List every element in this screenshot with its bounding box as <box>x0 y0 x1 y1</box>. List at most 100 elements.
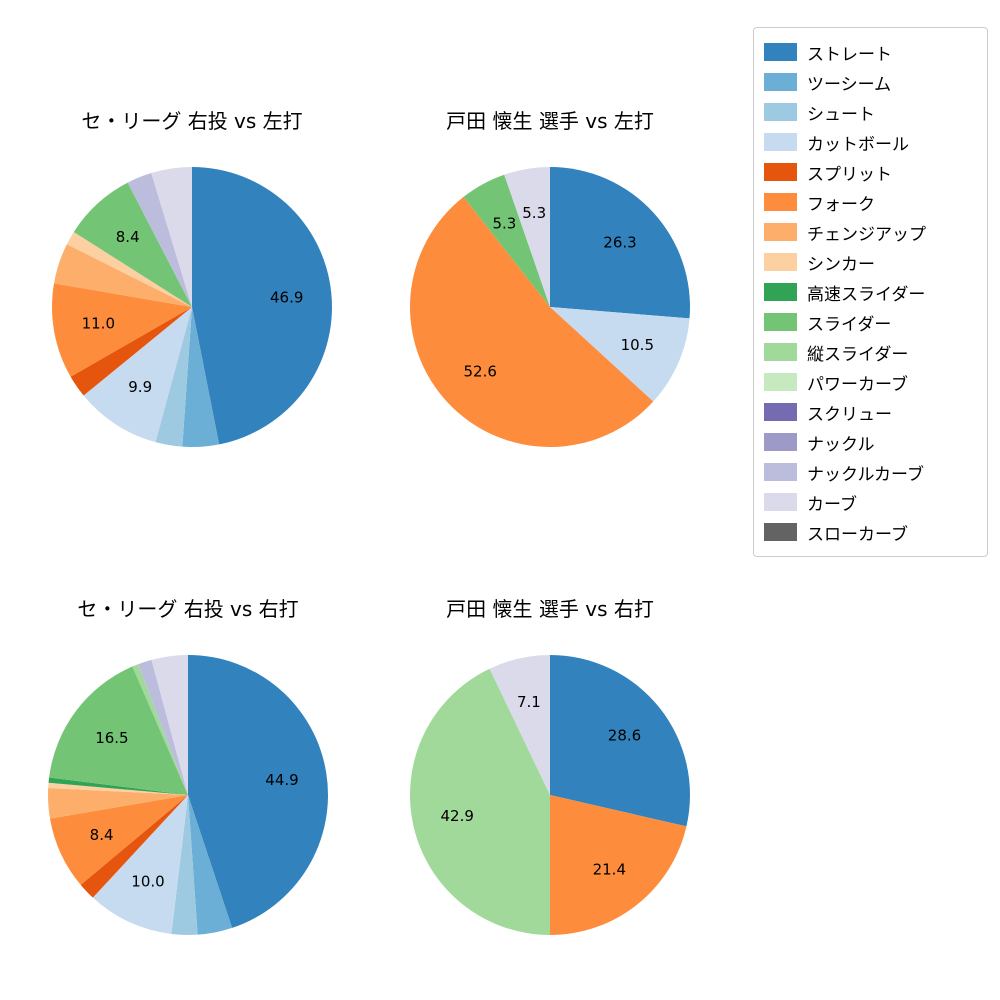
legend-label: ナックル <box>807 434 875 455</box>
legend-label: スローカーブ <box>807 524 908 545</box>
slice-value-label: 44.9 <box>265 771 298 789</box>
legend-label: フォーク <box>807 194 875 215</box>
legend-swatch-icon <box>764 463 797 481</box>
slice-value-label: 9.9 <box>128 378 152 396</box>
legend-label: カットボール <box>807 134 909 155</box>
pie-slice-チェンジアップ <box>48 787 189 819</box>
legend-swatch-icon <box>764 403 797 421</box>
slice-value-label: 8.4 <box>90 826 114 844</box>
pie-slice-チェンジアップ <box>54 244 192 307</box>
pie-slice-シュート <box>155 307 192 447</box>
legend-swatch-icon <box>764 103 797 121</box>
legend-swatch-icon <box>764 523 797 541</box>
legend-item: ツーシーム <box>764 67 977 97</box>
legend-swatch-icon <box>764 493 797 511</box>
slice-value-label: 21.4 <box>593 861 626 879</box>
legend-item: 高速スライダー <box>764 277 977 307</box>
legend-item: カーブ <box>764 487 977 517</box>
pie-slice-フォーク <box>410 196 654 447</box>
legend-swatch-icon <box>764 163 797 181</box>
legend-label: チェンジアップ <box>807 224 926 245</box>
pie-slice-カーブ <box>504 167 550 307</box>
pie-slice-スライダー <box>463 174 550 307</box>
pie-slice-ストレート <box>188 655 328 928</box>
legend-item: シンカー <box>764 247 977 277</box>
pie-slice-ストレート <box>550 655 690 827</box>
pie-slice-ストレート <box>550 167 690 319</box>
pie-slice-スライダー <box>49 666 188 795</box>
chart-title-league-vs-left: セ・リーグ 右投 vs 左打 <box>81 109 303 133</box>
legend-item: ナックルカーブ <box>764 457 977 487</box>
slice-value-label: 7.1 <box>517 693 541 711</box>
pie-player-vs-right: 28.6 21.4 42.9 7.1 <box>410 655 690 935</box>
legend-item: スプリット <box>764 157 977 187</box>
legend-label: 高速スライダー <box>807 284 926 305</box>
legend-swatch-icon <box>764 253 797 271</box>
slice-value-label: 10.5 <box>621 336 654 354</box>
slice-value-label: 42.9 <box>440 807 473 825</box>
slice-value-label: 46.9 <box>270 289 303 307</box>
legend-item: カットボール <box>764 127 977 157</box>
pie-slice-フォーク <box>550 795 687 935</box>
slice-value-label: 11.0 <box>82 315 115 333</box>
pie-slice-スライダー <box>73 182 192 307</box>
legend-swatch-icon <box>764 313 797 331</box>
pie-slice-スプリット <box>70 307 192 396</box>
chart-title-player-vs-right: 戸田 懐生 選手 vs 右打 <box>446 597 654 621</box>
pie-slice-カットボール <box>550 307 690 402</box>
pie-slice-シュート <box>171 795 198 936</box>
legend-item: ストレート <box>764 37 977 67</box>
chart-league-right-vs-right: セ・リーグ 右投 vs 右打 44.9 10.0 8.4 16.5 <box>38 597 338 945</box>
slice-value-label: 5.3 <box>522 204 546 222</box>
legend-swatch-icon <box>764 193 797 211</box>
legend-label: ストレート <box>807 44 892 65</box>
legend-swatch-icon <box>764 433 797 451</box>
pie-slice-フォーク <box>51 283 193 377</box>
pie-slice-ナックルカーブ <box>138 659 188 795</box>
legend-swatch-icon <box>764 133 797 151</box>
pie-slice-ストレート <box>192 167 332 445</box>
slice-value-label: 16.5 <box>95 729 128 747</box>
legend-label: スクリュー <box>807 404 892 425</box>
legend-label: カーブ <box>807 494 857 515</box>
legend-item: 縦スライダー <box>764 337 977 367</box>
legend-label: シュート <box>807 104 875 125</box>
pie-slice-シンカー <box>48 782 189 795</box>
pie-slice-カーブ <box>151 655 188 795</box>
legend-swatch-icon <box>764 283 797 301</box>
pie-slice-カットボール <box>92 795 188 934</box>
pie-league-right-vs-right: 44.9 10.0 8.4 16.5 <box>48 655 328 936</box>
slice-value-label: 28.6 <box>608 727 641 745</box>
pie-slice-スプリット <box>80 795 188 898</box>
legend-label: スプリット <box>807 164 892 185</box>
pie-player-vs-left: 26.3 10.5 52.6 5.3 5.3 <box>410 167 690 447</box>
pie-slice-縦スライダー <box>410 668 550 935</box>
pie-slice-ツーシーム <box>182 307 220 448</box>
pie-slice-カットボール <box>83 307 192 443</box>
pie-slice-縦スライダー <box>132 664 188 795</box>
legend-label: ナックルカーブ <box>807 464 924 485</box>
pie-slice-ナックルカーブ <box>127 173 192 307</box>
chart-title-player-vs-left: 戸田 懐生 選手 vs 左打 <box>446 109 654 133</box>
slice-value-label: 5.3 <box>492 214 516 232</box>
pie-slice-シンカー <box>66 231 192 307</box>
legend-swatch-icon <box>764 73 797 91</box>
pie-league-right-vs-left: 46.9 9.9 11.0 8.4 <box>51 167 332 448</box>
legend-label: パワーカーブ <box>807 374 908 395</box>
legend-swatch-icon <box>764 343 797 361</box>
legend-item: ナックル <box>764 427 977 457</box>
legend-label: スライダー <box>807 314 892 335</box>
legend-item: パワーカーブ <box>764 367 977 397</box>
legend-item: スローカーブ <box>764 517 977 547</box>
chart-player-vs-right: 戸田 懐生 選手 vs 右打 28.6 21.4 42.9 7.1 <box>400 597 700 945</box>
slice-value-label: 52.6 <box>463 363 496 381</box>
slice-value-label: 10.0 <box>131 872 164 890</box>
pie-slice-高速スライダー <box>48 777 188 795</box>
legend: ストレート ツーシームシュートカットボール スプリットフォークチェンジアップ シンカー… <box>753 27 988 557</box>
slice-value-label: 8.4 <box>116 228 140 246</box>
pie-slice-フォーク <box>50 795 188 885</box>
legend-item: スクリュー <box>764 397 977 427</box>
pie-slice-カーブ <box>151 167 192 307</box>
legend-label: 縦スライダー <box>807 344 909 365</box>
